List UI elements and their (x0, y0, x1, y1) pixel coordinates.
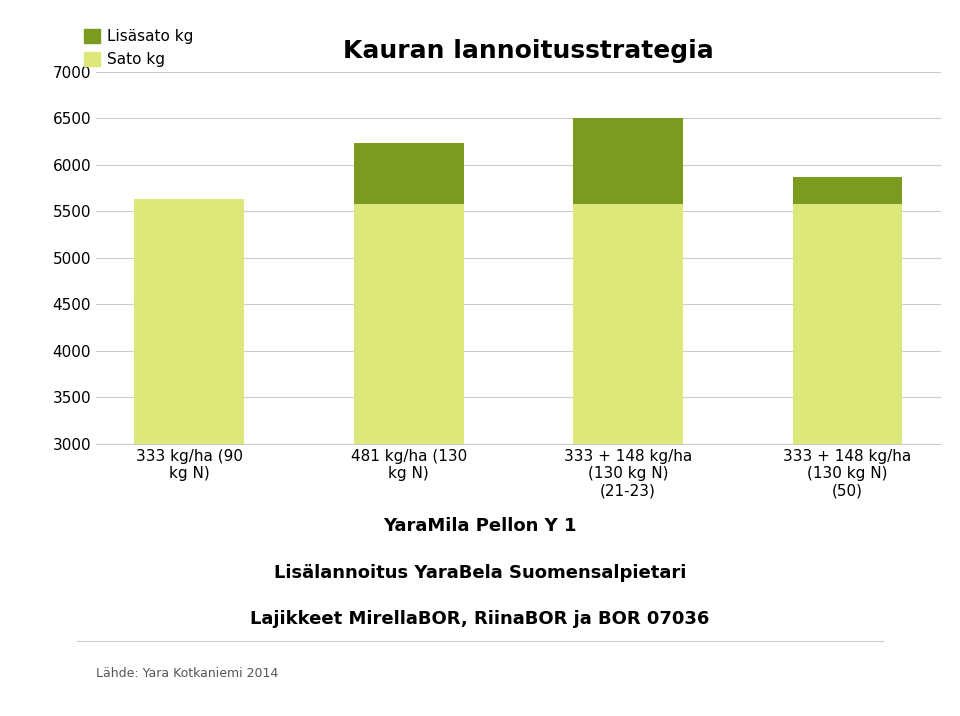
Bar (134, 199, 244, 716)
Text: Lähde: Yara Kotkaniemi 2014: Lähde: Yara Kotkaniemi 2014 (96, 667, 278, 679)
Text: Lisälannoitus YaraBela Suomensalpietari: Lisälannoitus YaraBela Suomensalpietari (274, 563, 686, 582)
Legend: Lisäsato kg, Sato kg: Lisäsato kg, Sato kg (84, 29, 194, 67)
Bar (793, 177, 902, 204)
Bar (354, 204, 464, 716)
Bar (793, 204, 902, 716)
Text: Kauran lannoitusstrategia: Kauran lannoitusstrategia (343, 39, 713, 64)
Text: YaraMila Pellon Y 1: YaraMila Pellon Y 1 (383, 517, 577, 536)
Bar (573, 204, 683, 716)
Bar (354, 143, 464, 204)
Text: Lajikkeet MirellaBOR, RiinaBOR ja BOR 07036: Lajikkeet MirellaBOR, RiinaBOR ja BOR 07… (251, 610, 709, 629)
Bar (573, 118, 683, 204)
